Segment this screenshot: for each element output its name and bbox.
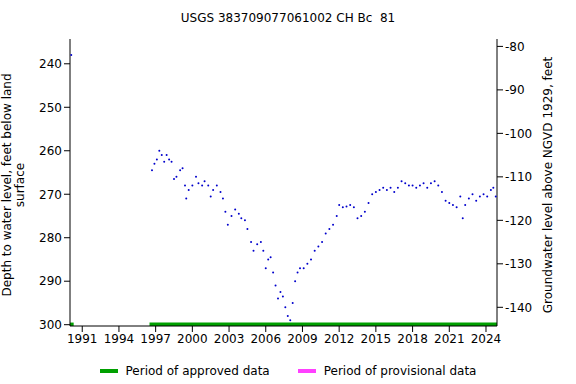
svg-text:2018: 2018 (397, 332, 428, 346)
svg-text:-120: -120 (505, 214, 532, 228)
svg-text:-80: -80 (505, 40, 525, 54)
svg-text:270: 270 (39, 188, 62, 202)
svg-text:1991: 1991 (67, 332, 98, 346)
svg-text:240: 240 (39, 57, 62, 71)
html-text:USGS 383709077061002 CH Bc 81: USGS 383709077061002 CH Bc 81 (180, 11, 396, 25)
svg-text:-100: -100 (505, 127, 532, 141)
html-text:Period of approved data: Period of approved data (125, 364, 270, 378)
svg-text:2009: 2009 (287, 332, 318, 346)
svg-text:2012: 2012 (324, 332, 355, 346)
svg-text:260: 260 (39, 144, 62, 158)
svg-text:-130: -130 (505, 257, 532, 271)
svg-text:300: 300 (39, 318, 62, 332)
svg-text:1997: 1997 (140, 332, 171, 346)
svg-text:2024: 2024 (471, 332, 502, 346)
html-text:surface: surface (13, 162, 27, 208)
svg-text:250: 250 (39, 101, 62, 115)
svg-text:-140: -140 (505, 301, 532, 315)
html-text:Period of provisional data: Period of provisional data (323, 364, 477, 378)
html-text:Groundwater level above NGVD 1: Groundwater level above NGVD 1929, feet (541, 56, 555, 314)
svg-text:290: 290 (39, 274, 62, 288)
svg-text:-90: -90 (505, 83, 525, 97)
svg-text:2021: 2021 (434, 332, 465, 346)
svg-text:2015: 2015 (361, 332, 392, 346)
svg-text:2003: 2003 (214, 332, 245, 346)
svg-text:-110: -110 (505, 170, 532, 184)
svg-text:1994: 1994 (104, 332, 135, 346)
svg-text:2000: 2000 (177, 332, 208, 346)
svg-text:2006: 2006 (250, 332, 281, 346)
svg-text:280: 280 (39, 231, 62, 245)
html-text:Depth to water level, feet bel: Depth to water level, feet below land (0, 73, 14, 297)
